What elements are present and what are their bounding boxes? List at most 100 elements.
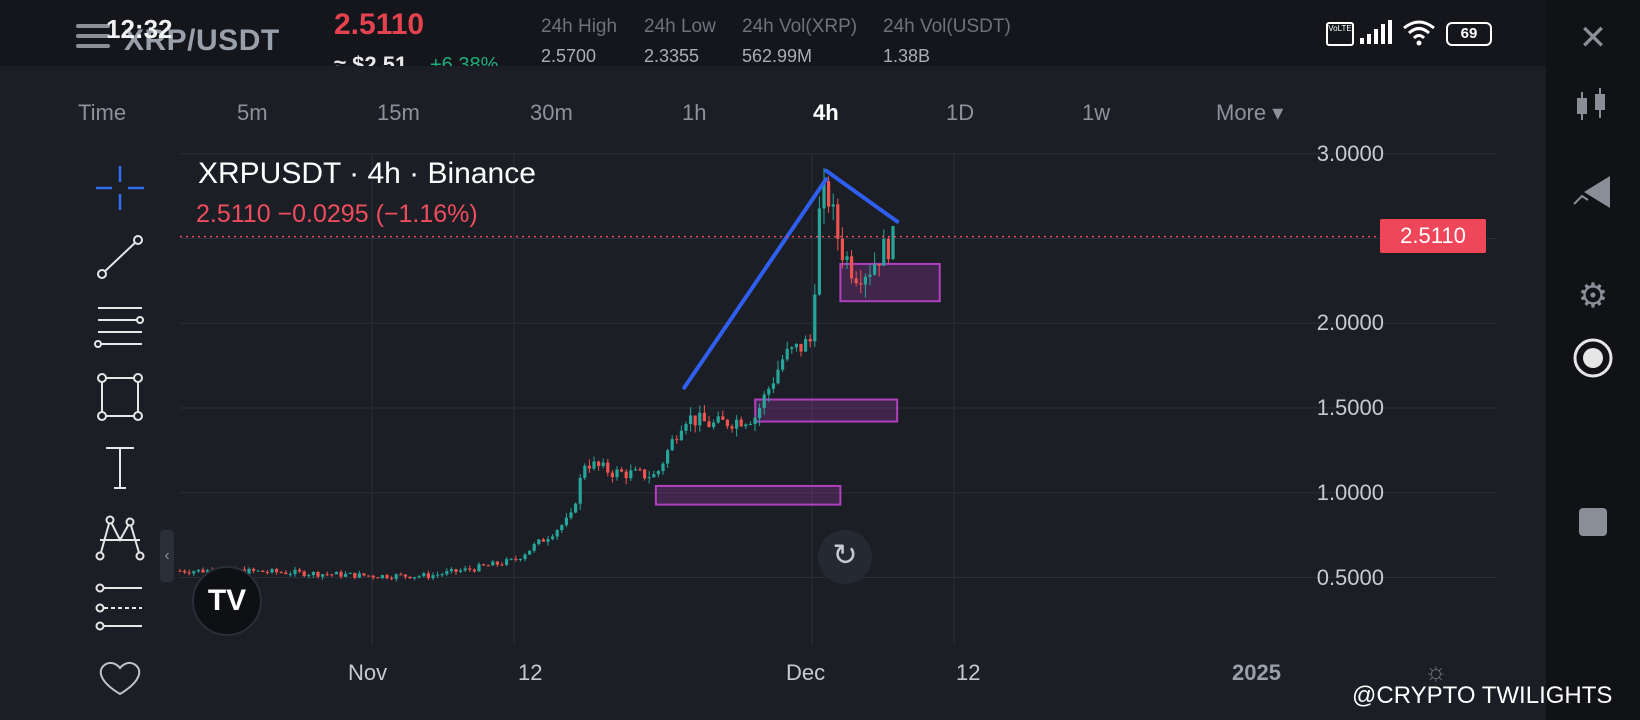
candle-body <box>569 512 573 518</box>
candle-body <box>367 575 371 577</box>
rectangle-icon[interactable] <box>90 370 150 426</box>
forecast-icon[interactable] <box>90 580 150 636</box>
gear-icon[interactable]: ⚙ <box>1577 277 1609 315</box>
candle-body <box>827 181 831 207</box>
drawing-toolbar <box>68 148 172 700</box>
candle-body <box>790 347 794 349</box>
candle-body <box>817 208 821 295</box>
candle-body <box>785 348 789 360</box>
fib-lines-icon[interactable] <box>90 300 150 356</box>
tab-15m[interactable]: 15m <box>377 100 420 125</box>
reset-chart-icon[interactable]: ↻ <box>818 530 872 584</box>
stat-label-low: 24h Low <box>644 16 716 37</box>
trend-line <box>682 177 829 390</box>
candle-body <box>353 572 357 578</box>
candle-body <box>739 419 743 427</box>
candle-body <box>459 570 463 572</box>
tab-1d[interactable]: 1D <box>946 100 975 125</box>
candle-body <box>808 339 812 342</box>
candle-body <box>555 530 559 537</box>
collapse-toolbar-button[interactable]: ‹ <box>160 530 174 582</box>
candle-body <box>675 439 679 441</box>
candle-body <box>376 577 380 579</box>
chart-triangle-icon[interactable] <box>1570 172 1616 221</box>
tab-5m[interactable]: 5m <box>237 100 268 125</box>
record-icon[interactable] <box>1570 336 1616 389</box>
candle-body <box>445 571 449 575</box>
chart-candles <box>178 168 895 582</box>
candle-body <box>449 569 453 572</box>
candle-body <box>601 462 605 466</box>
candle-body <box>288 573 292 575</box>
candle-body <box>514 558 518 560</box>
candle-body <box>587 465 591 469</box>
candle-body <box>472 569 476 572</box>
candle-body <box>362 573 366 576</box>
candle-body <box>633 469 637 471</box>
y-tick: 1.5000 <box>1316 395 1384 420</box>
last-price: 2.5110 <box>334 8 425 41</box>
candle-body <box>610 472 614 478</box>
favorites-icon[interactable] <box>90 648 150 700</box>
candle-body <box>813 294 817 342</box>
candles-icon[interactable] <box>1570 88 1616 133</box>
candle-body <box>873 264 877 275</box>
x-tick: 12 <box>956 660 981 685</box>
tab-more[interactable]: More ▾ <box>1216 100 1284 125</box>
candle-body <box>505 559 509 565</box>
text-icon[interactable] <box>90 440 150 496</box>
pair-title[interactable]: XRP/USDT <box>124 24 280 57</box>
candle-body <box>509 558 513 560</box>
stat-value-vol-xrp: 562.99M <box>742 46 813 66</box>
candle-body <box>413 576 417 579</box>
candle-body <box>523 554 527 560</box>
tab-time[interactable]: Time <box>78 100 127 125</box>
stop-icon[interactable] <box>1570 504 1616 549</box>
candle-body <box>440 574 444 576</box>
candle-body <box>693 415 697 426</box>
candle-body <box>652 474 656 478</box>
y-tick: 0.5000 <box>1316 565 1384 590</box>
tab-1w[interactable]: 1w <box>1082 100 1111 125</box>
candle-body <box>592 461 596 469</box>
tab-4h[interactable]: 4h <box>813 100 839 125</box>
candle-body <box>822 181 826 209</box>
candle-body <box>178 570 182 572</box>
candle-body <box>348 572 352 574</box>
stat-label-vol-xrp: 24h Vol(XRP) <box>742 16 858 37</box>
candle-body <box>831 204 835 207</box>
candle-body <box>882 238 886 266</box>
candle-body <box>486 565 490 567</box>
candle-body <box>537 539 541 545</box>
candle-body <box>656 471 660 475</box>
trendline-icon[interactable] <box>90 230 150 286</box>
candle-body <box>201 569 205 573</box>
candle-body <box>753 418 757 425</box>
candle-body <box>859 283 863 285</box>
support-zone <box>654 484 842 506</box>
settings-sun-icon[interactable]: ☼ <box>1424 656 1448 686</box>
menu-icon[interactable] <box>76 24 110 54</box>
candle-body <box>606 462 610 473</box>
candle-body <box>491 561 495 566</box>
candle-body <box>684 424 688 431</box>
candle-body <box>666 450 670 464</box>
candle-body <box>620 469 624 472</box>
candle-body <box>794 343 798 348</box>
tab-1h[interactable]: 1h <box>682 100 707 125</box>
pattern-icon[interactable] <box>90 510 150 566</box>
candle-body <box>730 426 734 429</box>
crosshair-icon[interactable] <box>90 160 150 216</box>
tab-30m[interactable]: 30m <box>530 100 573 125</box>
candle-body <box>422 573 426 577</box>
candle-body <box>279 572 283 574</box>
support-zone <box>839 262 941 303</box>
candle-body <box>836 204 840 239</box>
close-icon[interactable]: ✕ <box>1578 19 1608 57</box>
candle-body <box>321 574 325 577</box>
candle-body <box>426 573 430 579</box>
candle-body <box>192 571 196 574</box>
candle-body <box>583 465 587 478</box>
candle-body <box>371 575 375 578</box>
candle-body <box>868 274 872 277</box>
